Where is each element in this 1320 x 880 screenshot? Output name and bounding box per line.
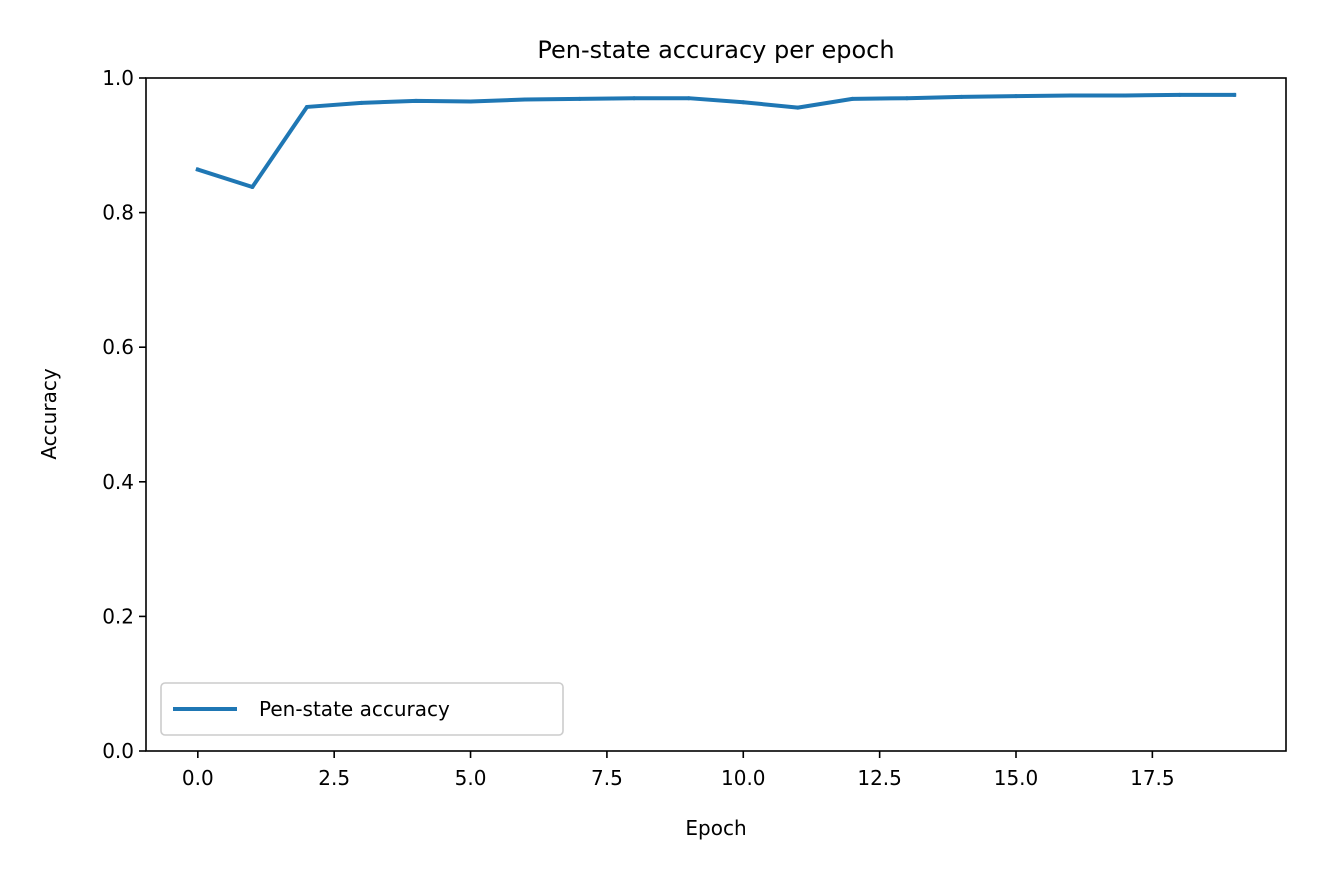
y-tick-label: 0.0 [102,739,134,763]
data-point [632,96,637,101]
data-point [795,105,800,110]
x-tick-label: 15.0 [994,766,1039,790]
y-tick-label: 1.0 [102,66,134,90]
chart-title: Pen-state accuracy per epoch [537,36,894,64]
x-axis: 0.0 2.5 5.0 7.5 10.0 12.5 15.0 17.5 [182,751,1175,790]
data-point [523,97,528,102]
series-line-0 [195,92,1237,190]
data-point [1014,94,1018,99]
data-point [414,98,418,103]
x-tick-label: 0.0 [182,766,214,790]
data-point [195,167,200,172]
data-point [1232,92,1237,97]
data-point [577,96,582,101]
y-tick-label: 0.6 [102,335,134,359]
x-tick-label: 2.5 [318,766,350,790]
legend: Pen-state accuracy [160,682,564,736]
axes-frame [145,77,1287,752]
x-tick-label: 7.5 [591,766,623,790]
y-tick-label: 0.2 [102,604,134,628]
x-axis-label: Epoch [685,816,746,840]
x-tick-label: 12.5 [857,766,902,790]
plot-area [145,77,1287,752]
data-point [359,100,364,105]
x-tick-label: 5.0 [455,766,487,790]
x-tick-label: 17.5 [1130,766,1175,790]
data-point [1068,93,1073,98]
y-tick-label: 0.8 [102,201,134,225]
data-point [686,96,691,101]
data-point [1123,93,1128,98]
data-point [250,185,255,190]
data-point [959,94,964,99]
y-tick-label: 0.4 [102,470,134,494]
data-point [850,96,855,101]
legend-box [160,682,564,736]
data-point [468,99,473,104]
data-point [304,104,309,109]
x-tick-label: 10.0 [721,766,766,790]
data-point [1177,92,1182,97]
legend-label: Pen-state accuracy [259,697,450,721]
y-axis: 0.0 0.2 0.4 0.6 0.8 1.0 [102,66,146,763]
y-axis-label: Accuracy [37,368,61,459]
data-point [741,100,746,105]
data-point [904,96,909,101]
